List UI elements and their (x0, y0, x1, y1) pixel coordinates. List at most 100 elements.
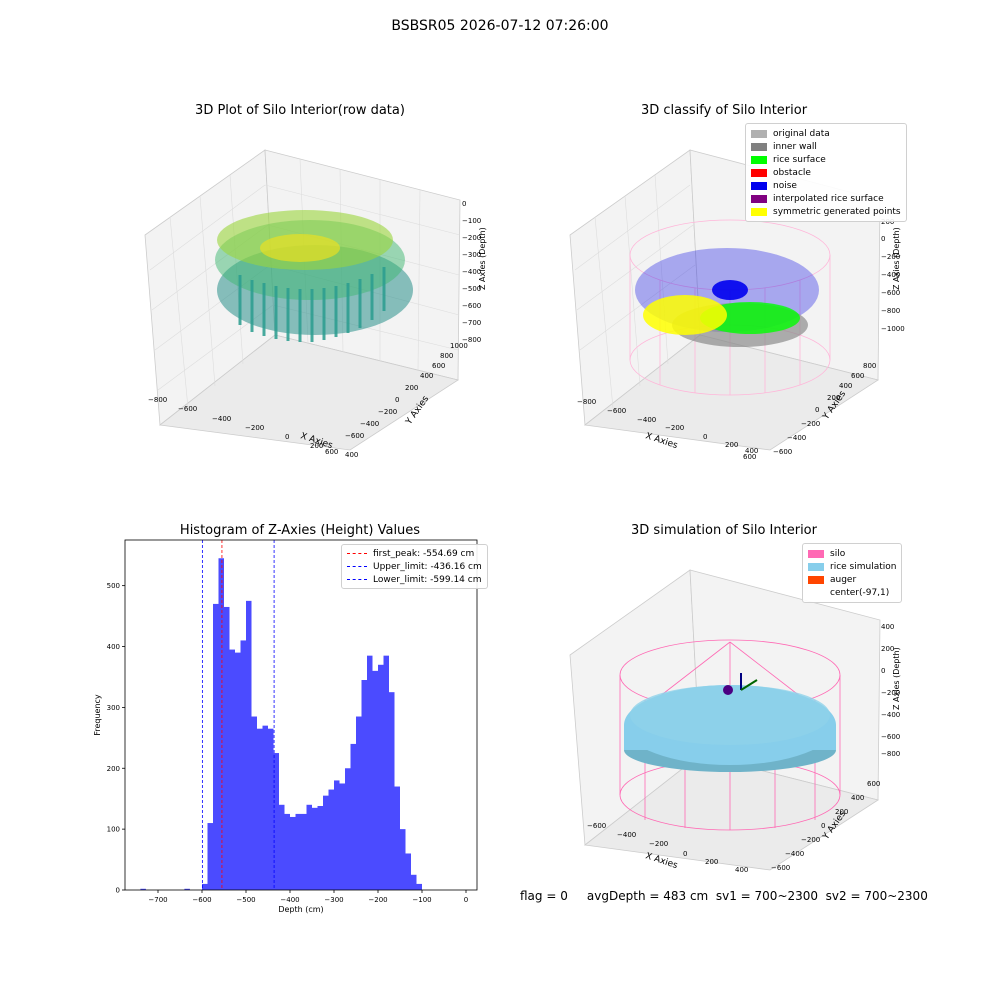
histogram-bar (202, 883, 208, 890)
classify-z-label: Z Axies (Depth) (892, 227, 901, 290)
legend-item: obstacle (751, 166, 901, 179)
legend-item: auger (808, 573, 896, 586)
legend-swatch (751, 155, 767, 164)
histogram-bar (207, 823, 213, 890)
legend-swatch (751, 142, 767, 151)
histogram-bar (334, 780, 340, 890)
histogram-bar (257, 728, 263, 890)
legend-swatch (808, 549, 824, 558)
raw-3d-plot: X Axies Y Axies Z Axies (Depth) (144, 149, 487, 451)
legend-swatch (751, 181, 767, 190)
histogram-bar (345, 768, 351, 890)
legend-item: noise (751, 179, 901, 192)
legend-item: rice simulation (808, 560, 896, 573)
legend-item: Upper_limit: -436.16 cm (347, 560, 482, 573)
legend-item: original data (751, 127, 901, 140)
histogram-bar (262, 725, 268, 890)
classify-legend: original data inner wall rice surface ob… (745, 123, 907, 222)
histogram-bar (372, 670, 378, 890)
histogram-bar (389, 692, 395, 890)
histogram-bar (295, 813, 301, 890)
histogram-bar (279, 804, 285, 890)
histogram-bar (317, 806, 323, 890)
histogram-bar (251, 716, 257, 890)
sim-plot-title: 3D simulation of Silo Interior (631, 523, 817, 538)
legend-swatch (751, 194, 767, 203)
sim-ticks: −600 −400 −200 0 200 400 −600 −400 −200 … (587, 623, 901, 874)
histogram-bar (361, 680, 367, 890)
histogram-x-tick-label: −400 (280, 896, 299, 904)
sim-rice-surface (624, 685, 836, 772)
histogram-title: Histogram of Z-Axies (Height) Values (179, 523, 421, 538)
legend-line (347, 553, 367, 554)
histogram-x-tick-label: −700 (148, 896, 167, 904)
histogram-bar (416, 883, 422, 890)
raw-plot-title: 3D Plot of Silo Interior(row data) (195, 103, 405, 118)
sim-3d-plot: X Axies Y Axies Z Axies (Depth) (569, 569, 901, 871)
histogram-bar (383, 655, 389, 890)
sim-z-label: Z Axies (Depth) (892, 647, 901, 710)
histogram-x-tick-label: −100 (412, 896, 431, 904)
histogram-bar (356, 716, 362, 890)
classify-point-cloud (635, 248, 819, 347)
legend-swatch (808, 588, 824, 597)
legend-item: interpolated rice surface (751, 192, 901, 205)
legend-item: Lower_limit: -599.14 cm (347, 573, 482, 586)
histogram-bar (367, 655, 373, 890)
histogram-bar (394, 786, 400, 890)
histogram-x-tick-label: −200 (368, 896, 387, 904)
histogram-y-tick-label: 100 (107, 826, 120, 834)
status-line: flag = 0 avgDepth = 483 cm sv1 = 700~230… (520, 889, 928, 903)
legend-item: rice surface (751, 153, 901, 166)
histogram-y-label: Frequency (93, 694, 102, 736)
histogram-bar (378, 664, 384, 890)
legend-item: silo (808, 547, 896, 560)
histogram-bar (229, 649, 235, 890)
legend-item: inner wall (751, 140, 901, 153)
histogram-bar (213, 603, 219, 890)
legend-item: first_peak: -554.69 cm (347, 547, 482, 560)
legend-swatch (751, 129, 767, 138)
histogram-bar (140, 888, 146, 890)
classify-ticks: −800 −600 −400 −200 0 200 400 600 −600 −… (577, 218, 905, 461)
histogram-y-tick-label: 0 (116, 887, 120, 895)
histogram-bar (290, 816, 296, 890)
histogram-bar (301, 813, 307, 890)
histogram-bar (284, 813, 290, 890)
histogram-bar (400, 829, 406, 890)
legend-swatch (808, 575, 824, 584)
histogram-bar (339, 783, 345, 890)
histogram-x-label: Depth (cm) (278, 905, 323, 914)
legend-line (347, 579, 367, 580)
raw-ticks: −800 −600 −400 −200 0 200 400 600 −600 −… (148, 200, 482, 459)
histogram-y-tick-label: 500 (107, 582, 120, 590)
histogram-bar (306, 804, 312, 890)
histogram-x-tick-label: −300 (324, 896, 343, 904)
histogram-y-tick-label: 200 (107, 765, 120, 773)
legend-item: symmetric generated points (751, 205, 901, 218)
sim-legend: silo rice simulation auger center(-97,1) (802, 543, 903, 603)
histogram-x-tick-label: −600 (192, 896, 211, 904)
histogram-legend: first_peak: -554.69 cm Upper_limit: -436… (341, 544, 488, 589)
histogram-bar (350, 743, 356, 890)
legend-swatch (751, 168, 767, 177)
histogram-bar (268, 728, 274, 890)
histogram-y-tick-label: 400 (107, 643, 120, 651)
histogram-bar (312, 807, 318, 890)
histogram-bar (246, 600, 252, 890)
sim-auger-arrows (723, 673, 758, 695)
histogram-bar (323, 795, 329, 890)
legend-line (347, 566, 367, 567)
histogram-bar (224, 606, 230, 890)
raw-z-label: Z Axies (Depth) (478, 227, 487, 290)
raw-point-cloud (215, 210, 413, 342)
histogram-x-tick-label: −500 (236, 896, 255, 904)
histogram-bar (240, 640, 246, 890)
page-title: BSBSR05 2026-07-12 07:26:00 (391, 18, 609, 34)
histogram-y-tick-label: 300 (107, 704, 120, 712)
histogram-bar (273, 753, 279, 890)
histogram-bar (235, 652, 241, 890)
histogram-bar (218, 558, 224, 890)
classify-plot-title: 3D classify of Silo Interior (640, 103, 808, 118)
